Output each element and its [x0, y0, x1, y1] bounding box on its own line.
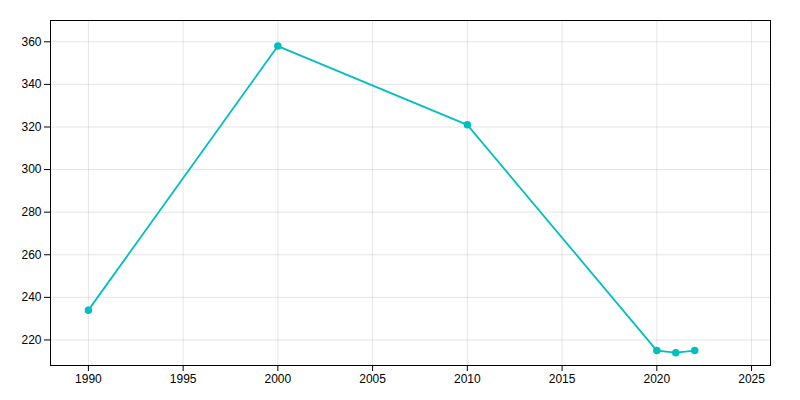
- svg-text:320: 320: [21, 120, 41, 134]
- svg-text:2025: 2025: [738, 372, 765, 386]
- svg-text:260: 260: [21, 248, 41, 262]
- svg-text:220: 220: [21, 333, 41, 347]
- svg-text:300: 300: [21, 162, 41, 176]
- svg-text:280: 280: [21, 205, 41, 219]
- svg-text:2010: 2010: [454, 372, 481, 386]
- svg-text:2000: 2000: [265, 372, 292, 386]
- svg-text:1990: 1990: [75, 372, 102, 386]
- svg-text:2015: 2015: [549, 372, 576, 386]
- svg-text:240: 240: [21, 290, 41, 304]
- svg-text:2020: 2020: [643, 372, 670, 386]
- svg-text:1995: 1995: [170, 372, 197, 386]
- svg-text:2005: 2005: [359, 372, 386, 386]
- svg-text:360: 360: [21, 35, 41, 49]
- svg-text:340: 340: [21, 77, 41, 91]
